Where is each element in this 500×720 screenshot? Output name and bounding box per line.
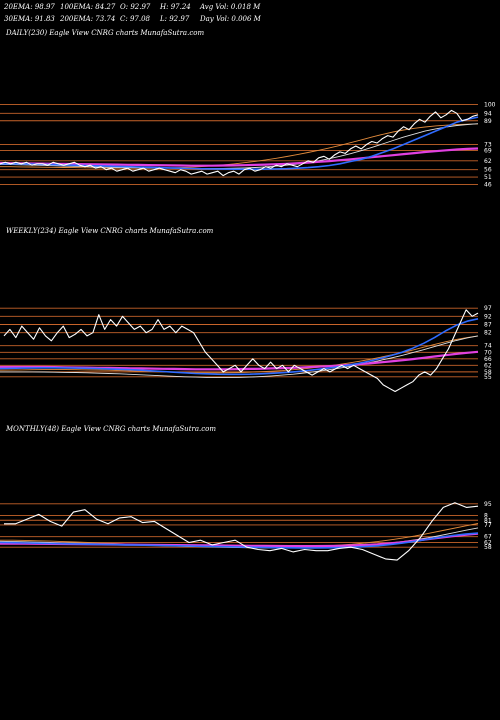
monthly-tick-label: 67 (484, 534, 492, 541)
daily-ma-blue-line (0, 116, 479, 170)
daily-ma-magenta-line (0, 147, 479, 167)
daily-ma-orange-line (0, 123, 479, 169)
daily-tick-label: 69 (484, 147, 492, 154)
close-label: C: 97.08 (120, 15, 150, 23)
low-label: L: 92.97 (160, 15, 190, 23)
high-label: H: 97.24 (160, 3, 191, 11)
weekly-tick-label: 70 (484, 349, 492, 356)
daily-ma-white-line (0, 123, 479, 169)
monthly-ma-blue-line (0, 532, 479, 549)
daily-tick-label: 56 (484, 167, 492, 174)
weekly-tick-label: 58 (484, 369, 492, 376)
open-label: O: 92.97 (120, 3, 151, 11)
daily-price-line (0, 109, 479, 177)
daily-tick-label: 51 (484, 174, 492, 181)
weekly-ma-blue-line (0, 318, 479, 376)
weekly-tick-label: 62 (484, 362, 492, 369)
ema200-label: 200EMA: 73.74 (60, 15, 116, 23)
avg-vol-label: Avg Vol: 0.018 M (200, 3, 261, 11)
daily-tick-label: 46 (484, 182, 492, 189)
daily-panel-title: DAILY(230) Eagle View CNRG charts Munafa… (6, 29, 205, 37)
daily-tick-label: 94 (484, 110, 492, 117)
daily-tick-label: 62 (484, 158, 492, 165)
weekly-ma-white-line (0, 335, 479, 379)
weekly-panel-title: WEEKLY(234) Eagle View CNRG charts Munaf… (6, 227, 214, 235)
weekly-tick-label: 66 (484, 356, 492, 363)
daily-tick-label: 89 (484, 118, 492, 125)
monthly-tick-label: 95 (484, 501, 492, 508)
monthly-price-line (4, 502, 479, 561)
monthly-tick-label: 8 (484, 513, 488, 520)
ema100-label: 100EMA: 84.27 (60, 3, 116, 11)
weekly-tick-label: 82 (484, 330, 492, 337)
weekly-tick-label: 97 (484, 305, 492, 312)
monthly-tick-label: 58 (484, 544, 492, 551)
monthly-tick-label: 77 (484, 522, 492, 529)
weekly-tick-label: 74 (484, 343, 492, 350)
weekly-tick-label: 92 (484, 313, 492, 320)
daily-tick-label: 100 (484, 101, 496, 108)
monthly-tick-label: 62 (484, 540, 492, 547)
ema30-label: 30EMA: 91.83 (4, 15, 55, 23)
monthly-panel-title: MONTHLY(48) Eagle View CNRG charts Munaf… (6, 425, 217, 433)
weekly-price-line (3, 309, 479, 393)
day-vol-label: Day Vol: 0.006 M (200, 15, 261, 23)
weekly-tick-label: 55 (484, 374, 492, 381)
daily-tick-label: 73 (484, 141, 492, 148)
weekly-tick-label: 87 (484, 322, 492, 329)
monthly-tick-label: 81 (484, 517, 492, 524)
ema20-label: 20EMA: 98.97 (4, 3, 55, 11)
